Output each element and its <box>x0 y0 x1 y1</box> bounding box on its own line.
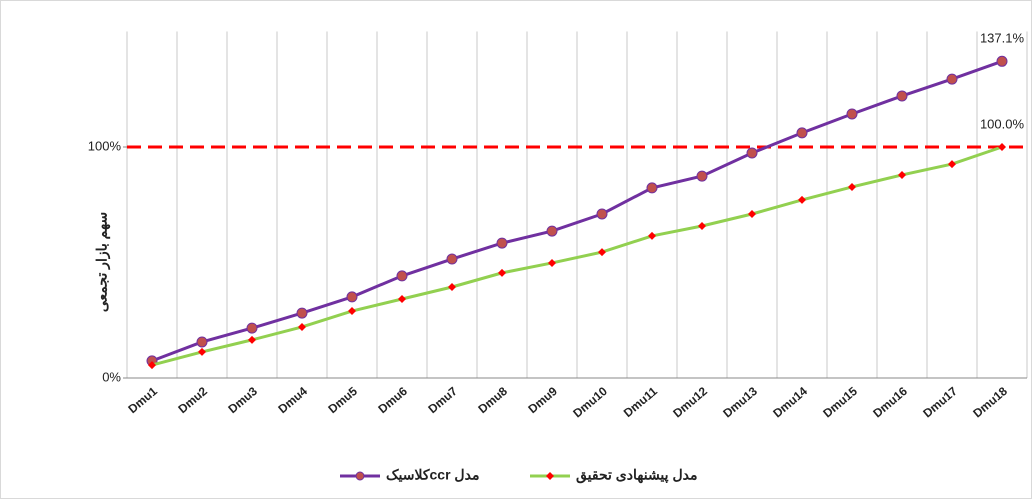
value-label: 137.1% <box>980 31 1025 46</box>
y-axis-label: سهم بازار تجمعی <box>94 212 111 312</box>
marker <box>697 171 707 181</box>
marker <box>297 308 307 318</box>
y-tick-label: 100% <box>88 138 122 153</box>
marker <box>497 238 507 248</box>
y-tick-label: 0% <box>102 369 121 384</box>
marker <box>597 209 607 219</box>
marker <box>947 74 957 84</box>
marker <box>747 148 757 158</box>
marker <box>997 56 1007 66</box>
value-label: 100.0% <box>980 116 1025 131</box>
marker <box>447 254 457 264</box>
marker <box>347 292 357 302</box>
chart: سهم بازار تجمعی 0%100%Dmu1Dmu2Dmu3Dmu4Dm… <box>0 0 1032 499</box>
marker <box>797 128 807 138</box>
marker <box>397 271 407 281</box>
legend-label: مدل ccrکلاسیک <box>386 467 479 483</box>
marker <box>847 109 857 119</box>
marker <box>647 183 657 193</box>
legend-marker <box>356 472 364 480</box>
marker <box>897 91 907 101</box>
marker <box>247 323 257 333</box>
marker <box>197 337 207 347</box>
legend-label: مدل پیشنهادی تحقیق <box>576 467 697 484</box>
marker <box>547 226 557 236</box>
